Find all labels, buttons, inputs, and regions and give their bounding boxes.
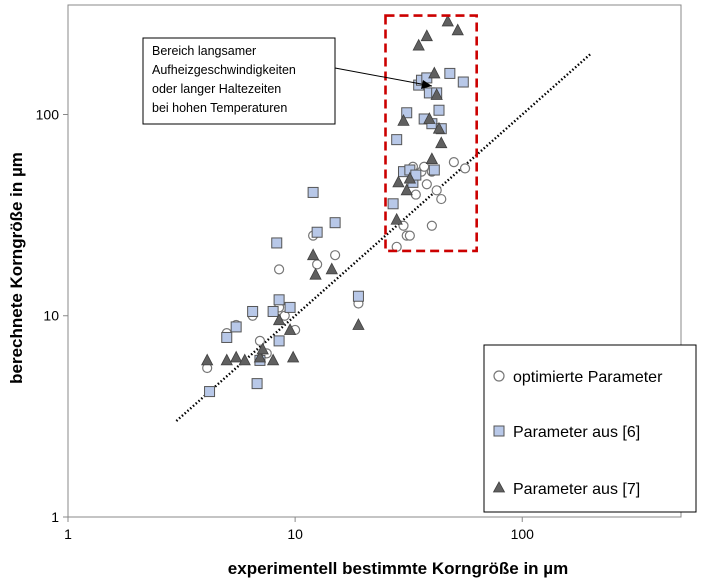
data-point-square xyxy=(428,164,440,176)
data-point-triangle xyxy=(435,136,448,149)
data-point-square xyxy=(251,378,263,390)
data-point-square xyxy=(401,107,413,119)
data-point-square xyxy=(307,186,319,198)
data-point-triangle xyxy=(352,318,365,330)
data-point-square xyxy=(444,67,456,79)
x-tick-label: 100 xyxy=(511,526,535,542)
data-point-triangle xyxy=(428,66,441,79)
legend-box xyxy=(483,344,697,513)
data-point-square xyxy=(352,290,364,302)
data-point-circle xyxy=(419,161,430,172)
data-point-square xyxy=(433,104,445,116)
data-point-triangle xyxy=(423,112,436,124)
data-point-square xyxy=(311,226,323,238)
data-point-circle xyxy=(421,179,432,190)
data-point-triangle xyxy=(229,350,243,363)
data-point-square xyxy=(271,237,283,249)
data-point-triangle xyxy=(441,14,454,27)
data-point-circle xyxy=(459,163,471,174)
x-tick-label: 10 xyxy=(287,526,303,542)
data-point-circle xyxy=(330,250,341,261)
legend-label-1: optimierte Parameter xyxy=(513,369,663,386)
data-point-triangle xyxy=(309,267,322,280)
data-point-triangle xyxy=(430,88,443,100)
data-point-circle xyxy=(254,335,266,346)
legend-marker-triangle xyxy=(492,481,506,493)
data-point-triangle xyxy=(451,23,464,36)
highlight-region xyxy=(384,14,478,253)
x-axis-title: experimentell bestimmte Korngröße in µm xyxy=(228,559,568,578)
data-point-triangle xyxy=(325,262,338,275)
data-point-triangle xyxy=(306,248,320,261)
annotation: Bereich langsamer Aufheizgeschwindigkeit… xyxy=(142,37,433,125)
data-point-triangle xyxy=(238,353,251,366)
data-point-triangle xyxy=(403,171,417,184)
data-point-triangle xyxy=(266,353,280,366)
data-point-triangle xyxy=(286,350,300,363)
annotation-line-2: Aufheizgeschwindigkeiten xyxy=(152,63,296,77)
y-tick-label: 1 xyxy=(51,509,59,525)
data-point-square xyxy=(204,386,216,398)
annotation-line-3: oder langer Haltezeiten xyxy=(152,82,281,96)
data-point-triangle xyxy=(256,342,269,355)
data-point-square xyxy=(273,294,285,306)
data-point-circle xyxy=(436,193,447,205)
data-point-triangle xyxy=(390,212,403,225)
data-point-square xyxy=(391,134,403,146)
data-point-triangle xyxy=(412,38,425,51)
data-point-square xyxy=(267,305,279,317)
data-point-triangle xyxy=(253,350,267,363)
data-point-circle xyxy=(404,230,415,241)
data-point-triangle xyxy=(272,313,286,326)
y-axis-title: berechnete Korngröße in µm xyxy=(7,152,26,384)
annotation-box xyxy=(142,37,336,125)
data-point-square xyxy=(230,321,242,333)
legend-marker-circle xyxy=(493,370,505,382)
annotation-line-4: bei hohen Temperaturen xyxy=(152,101,287,115)
data-point-triangle xyxy=(220,353,233,366)
data-point-triangle xyxy=(397,113,410,126)
legend-marker-square xyxy=(493,425,505,437)
annotation-arrowhead xyxy=(421,80,432,89)
data-point-square xyxy=(387,198,399,210)
data-point-triangle xyxy=(283,323,297,335)
data-point-circle xyxy=(431,185,442,196)
legend-label-2: Parameter aus [6] xyxy=(513,424,640,441)
data-point-circle xyxy=(426,220,437,231)
legend-label-3: Parameter aus [7] xyxy=(513,481,640,498)
data-point-triangle xyxy=(425,152,439,165)
x-tick-label: 1 xyxy=(64,526,72,542)
data-point-square xyxy=(329,217,341,229)
data-point-square xyxy=(284,301,296,313)
data-point-square xyxy=(247,305,259,317)
data-point-triangle xyxy=(392,175,405,188)
annotation-arrow xyxy=(334,67,433,87)
data-point-circle xyxy=(410,189,421,200)
data-point-circle xyxy=(312,259,323,270)
data-point-triangle xyxy=(400,183,413,196)
data-point-triangle xyxy=(420,29,433,42)
plot-area-border xyxy=(67,4,682,518)
data-point-triangle xyxy=(201,353,214,366)
data-point-square xyxy=(457,76,469,88)
y-tick-label: 100 xyxy=(36,106,60,122)
data-point-triangle xyxy=(432,121,446,134)
y-tick-label: 10 xyxy=(43,308,59,324)
data-point-circle xyxy=(448,157,459,168)
annotation-line-1: Bereich langsamer xyxy=(152,44,256,58)
legend: optimierte Parameter Parameter aus [6] P… xyxy=(483,344,697,513)
data-point-square xyxy=(273,335,285,347)
data-point-circle xyxy=(273,264,285,275)
data-point-square xyxy=(221,331,233,343)
